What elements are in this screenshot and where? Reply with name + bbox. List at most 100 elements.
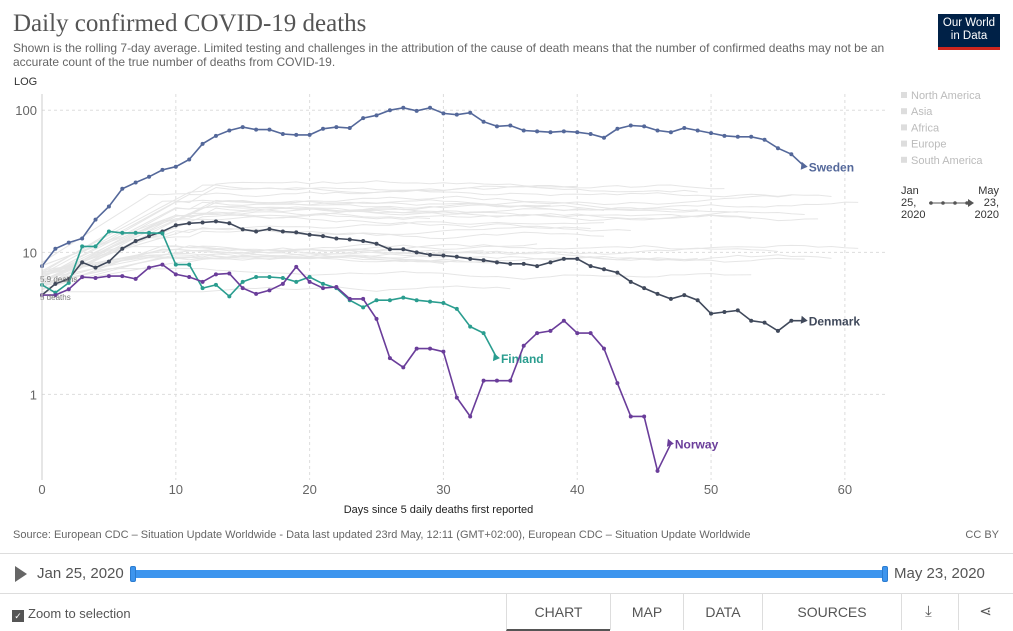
data-point	[414, 108, 419, 113]
background-country-line	[41, 245, 390, 285]
data-point	[628, 279, 633, 284]
data-point	[762, 320, 767, 325]
time-legend-dot	[953, 201, 957, 205]
line-chart: Sweden Denmark Finland Norway 5.9 deaths 5 de…	[14, 76, 999, 516]
data-point	[187, 221, 192, 226]
data-point	[53, 293, 58, 298]
data-point	[548, 328, 553, 333]
legend-item: Africa	[911, 122, 940, 134]
data-point	[227, 271, 232, 276]
data-point	[307, 279, 312, 284]
data-point	[240, 279, 245, 284]
data-point	[361, 239, 366, 244]
legend-swatch	[901, 108, 907, 115]
data-point	[347, 125, 352, 130]
checkbox-icon[interactable]: ✓	[12, 610, 24, 622]
tab-data[interactable]: DATA	[683, 594, 762, 630]
data-point	[307, 275, 312, 280]
timeline-range-bar[interactable]	[132, 570, 886, 578]
timeline-end-handle[interactable]	[882, 566, 888, 582]
data-point	[561, 256, 566, 261]
download-icon[interactable]: ⤓	[901, 594, 955, 630]
data-point	[695, 298, 700, 303]
data-point	[642, 414, 647, 419]
background-country-line	[41, 194, 792, 279]
owid-logo[interactable]: Our World in Data	[938, 14, 1000, 50]
data-point	[173, 262, 178, 267]
timeline: Jan 25, 2020 May 23, 2020	[0, 553, 1013, 594]
data-point	[254, 275, 259, 280]
data-point	[735, 308, 740, 313]
data-point	[361, 116, 366, 121]
data-point	[387, 108, 392, 113]
y-tick-label: 1	[30, 387, 37, 402]
data-point	[200, 279, 205, 284]
data-point	[80, 260, 85, 265]
data-point	[481, 378, 486, 383]
background-country-line	[42, 285, 511, 293]
data-point	[213, 219, 218, 224]
data-point	[120, 246, 125, 251]
data-point	[615, 270, 620, 275]
data-point	[588, 264, 593, 269]
data-point	[722, 133, 727, 138]
data-point	[414, 298, 419, 303]
data-point	[655, 128, 660, 133]
background-country-line	[41, 214, 631, 282]
data-point	[468, 256, 473, 261]
timeline-start-handle[interactable]	[130, 566, 136, 582]
series-line-denmark	[41, 220, 805, 332]
data-point	[294, 230, 299, 235]
data-point	[374, 298, 379, 303]
data-point	[401, 247, 406, 252]
license[interactable]: CC BY	[965, 529, 999, 541]
data-point	[521, 261, 526, 266]
tab-sources[interactable]: SOURCES	[762, 594, 901, 630]
source-note[interactable]: Source: European CDC – Situation Update …	[13, 529, 751, 541]
data-point	[106, 204, 111, 209]
data-point	[561, 129, 566, 134]
time-legend-start: Jan	[901, 185, 919, 197]
data-point	[441, 111, 446, 116]
data-point	[334, 285, 339, 290]
time-legend-end: 2020	[975, 209, 999, 221]
data-point	[387, 356, 392, 361]
data-point	[267, 288, 272, 293]
data-point	[173, 164, 178, 169]
data-point	[468, 324, 473, 329]
data-point	[588, 331, 593, 336]
zoom-toggle[interactable]: ✓ Zoom to selection	[12, 606, 131, 622]
data-point	[548, 260, 553, 265]
x-axis-label: Days since 5 daily deaths first reported	[344, 504, 534, 516]
data-point	[441, 300, 446, 305]
data-point	[441, 253, 446, 258]
share-icon[interactable]: ⋖	[958, 594, 1012, 630]
data-point	[401, 365, 406, 370]
data-point	[361, 296, 366, 301]
data-point	[668, 130, 673, 135]
background-country-line	[41, 252, 431, 287]
data-point	[334, 236, 339, 241]
play-icon[interactable]	[15, 566, 27, 582]
data-point	[615, 381, 620, 386]
data-point	[494, 378, 499, 383]
data-point	[93, 217, 98, 222]
tab-map[interactable]: MAP	[610, 594, 683, 630]
background-country-line	[41, 226, 591, 274]
background-country-line	[41, 184, 698, 263]
tab-chart[interactable]: CHART	[506, 594, 610, 631]
data-point	[213, 282, 218, 287]
data-point	[187, 262, 192, 267]
x-tick-label: 40	[570, 482, 584, 497]
data-point	[749, 318, 754, 323]
data-point	[602, 267, 606, 272]
data-point	[120, 274, 125, 279]
legend-item: Asia	[911, 106, 933, 118]
data-point	[642, 286, 647, 291]
time-legend-end: 23,	[984, 197, 999, 209]
data-point	[374, 241, 379, 246]
timeline-end-label: May 23, 2020	[894, 565, 985, 582]
series-end-arrow	[800, 161, 808, 170]
data-point	[294, 132, 299, 137]
legend-swatch	[901, 92, 907, 98]
